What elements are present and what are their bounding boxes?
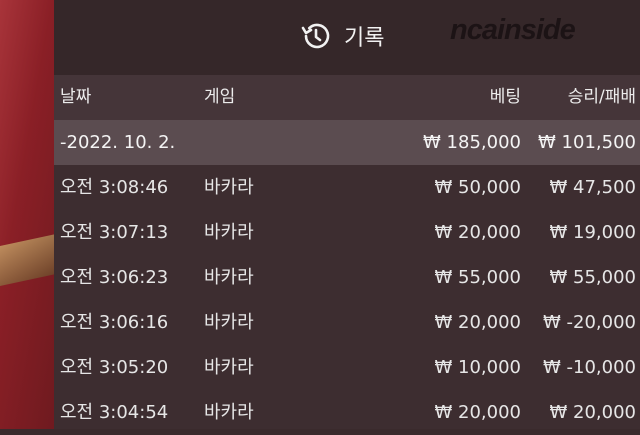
column-game: 게임: [204, 87, 236, 107]
table-row[interactable]: 오전 3:06:23 바카라 ₩ 55,000 ₩ 55,000: [54, 255, 640, 300]
panel-title: 기록: [300, 20, 384, 52]
group-result-total: ₩ 101,500: [538, 132, 636, 153]
row-time: 오전 3:08:46: [60, 177, 169, 198]
row-result: ₩ 20,000: [549, 402, 636, 423]
table-row[interactable]: 오전 3:06:16 바카라 ₩ 20,000 ₩ -20,000: [54, 300, 640, 345]
table-row[interactable]: 오전 3:05:20 바카라 ₩ 10,000 ₩ -10,000: [54, 345, 640, 390]
row-result: ₩ 19,000: [549, 222, 636, 243]
column-bet: 베팅: [489, 87, 521, 107]
table-row[interactable]: 오전 3:08:46 바카라 ₩ 50,000 ₩ 47,500: [54, 165, 640, 210]
row-bet: ₩ 55,000: [434, 267, 521, 288]
title-label: 기록: [344, 26, 385, 51]
row-bet: ₩ 20,000: [434, 312, 521, 333]
row-time: 오전 3:05:20: [60, 357, 169, 378]
row-bet: ₩ 20,000: [434, 222, 521, 243]
row-game: 바카라: [204, 312, 254, 333]
title-bar: 기록 ncainside: [54, 0, 640, 75]
row-game: 바카라: [204, 402, 254, 423]
row-bet: ₩ 20,000: [434, 402, 521, 423]
row-time: 오전 3:07:13: [60, 222, 169, 243]
row-game: 바카라: [204, 267, 254, 288]
watermark-logo: ncainside: [450, 14, 576, 46]
row-bet: ₩ 50,000: [434, 177, 521, 198]
row-game: 바카라: [204, 357, 254, 378]
background-scene: [0, 0, 56, 429]
row-bet: ₩ 10,000: [434, 357, 521, 378]
row-game: 바카라: [204, 177, 254, 198]
history-panel: 기록 ncainside 날짜 게임 베팅 승리/패배 -2022. 10. 2…: [54, 0, 640, 429]
group-date: -2022. 10. 2.: [60, 132, 176, 153]
row-game: 바카라: [204, 222, 254, 243]
row-result: ₩ 47,500: [549, 177, 636, 198]
column-result: 승리/패배: [567, 87, 636, 107]
table-header: 날짜 게임 베팅 승리/패배: [54, 75, 640, 120]
row-time: 오전 3:06:16: [60, 312, 169, 333]
row-result: ₩ -10,000: [543, 357, 636, 378]
row-result: ₩ 55,000: [549, 267, 636, 288]
table-row[interactable]: 오전 3:07:13 바카라 ₩ 20,000 ₩ 19,000: [54, 210, 640, 255]
history-icon: [301, 23, 330, 49]
row-time: 오전 3:06:23: [60, 267, 169, 288]
table-row[interactable]: 오전 3:04:54 바카라 ₩ 20,000 ₩ 20,000: [54, 390, 640, 435]
column-date: 날짜: [60, 87, 92, 107]
group-bet-total: ₩ 185,000: [423, 132, 521, 153]
row-result: ₩ -20,000: [543, 312, 636, 333]
date-group-row[interactable]: -2022. 10. 2. ₩ 185,000 ₩ 101,500: [54, 120, 640, 165]
row-time: 오전 3:04:54: [60, 402, 169, 423]
